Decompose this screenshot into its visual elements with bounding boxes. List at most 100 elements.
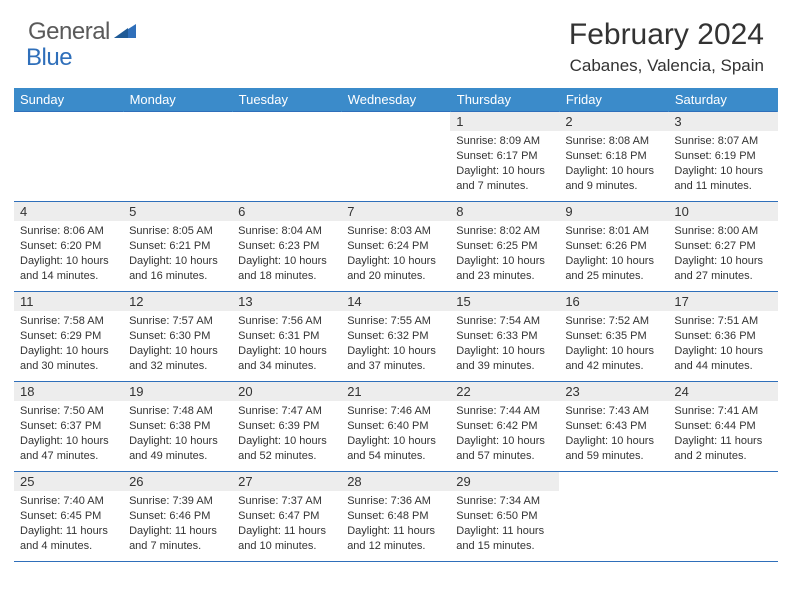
calendar-day-cell: 27Sunrise: 7:37 AMSunset: 6:47 PMDayligh… [232,472,341,562]
day-number: 25 [14,472,123,491]
location-subtitle: Cabanes, Valencia, Spain [569,56,764,76]
calendar-day-cell: 13Sunrise: 7:56 AMSunset: 6:31 PMDayligh… [232,292,341,382]
calendar-day-cell: 23Sunrise: 7:43 AMSunset: 6:43 PMDayligh… [559,382,668,472]
brand-word1: General [28,18,110,46]
day-number: 14 [341,292,450,311]
calendar-week-row: 25Sunrise: 7:40 AMSunset: 6:45 PMDayligh… [14,472,778,562]
day-details: Sunrise: 8:03 AMSunset: 6:24 PMDaylight:… [341,221,450,287]
day-number: 24 [668,382,777,401]
calendar-day-cell: 3Sunrise: 8:07 AMSunset: 6:19 PMDaylight… [668,112,777,202]
calendar-week-row: 11Sunrise: 7:58 AMSunset: 6:29 PMDayligh… [14,292,778,382]
calendar-day-cell: 1Sunrise: 8:09 AMSunset: 6:17 PMDaylight… [450,112,559,202]
calendar-day-cell: 5Sunrise: 8:05 AMSunset: 6:21 PMDaylight… [123,202,232,292]
day-details: Sunrise: 7:41 AMSunset: 6:44 PMDaylight:… [668,401,777,467]
day-number: 15 [450,292,559,311]
calendar-day-cell: 6Sunrise: 8:04 AMSunset: 6:23 PMDaylight… [232,202,341,292]
calendar-day-cell: 24Sunrise: 7:41 AMSunset: 6:44 PMDayligh… [668,382,777,472]
day-number: 2 [559,112,668,131]
brand-logo: General [28,18,138,46]
calendar-day-cell: 26Sunrise: 7:39 AMSunset: 6:46 PMDayligh… [123,472,232,562]
day-details: Sunrise: 7:39 AMSunset: 6:46 PMDaylight:… [123,491,232,557]
day-number: 8 [450,202,559,221]
calendar-day-cell [341,112,450,202]
day-details: Sunrise: 8:05 AMSunset: 6:21 PMDaylight:… [123,221,232,287]
day-number: 27 [232,472,341,491]
day-number: 21 [341,382,450,401]
day-details: Sunrise: 7:37 AMSunset: 6:47 PMDaylight:… [232,491,341,557]
weekday-header: Wednesday [341,88,450,112]
day-number: 18 [14,382,123,401]
calendar-day-cell: 20Sunrise: 7:47 AMSunset: 6:39 PMDayligh… [232,382,341,472]
brand-word2-wrap: Blue [28,44,72,72]
day-number: 19 [123,382,232,401]
day-details: Sunrise: 8:06 AMSunset: 6:20 PMDaylight:… [14,221,123,287]
calendar-day-cell: 4Sunrise: 8:06 AMSunset: 6:20 PMDaylight… [14,202,123,292]
calendar-day-cell: 10Sunrise: 8:00 AMSunset: 6:27 PMDayligh… [668,202,777,292]
calendar-week-row: 4Sunrise: 8:06 AMSunset: 6:20 PMDaylight… [14,202,778,292]
day-number: 3 [668,112,777,131]
day-details: Sunrise: 7:48 AMSunset: 6:38 PMDaylight:… [123,401,232,467]
month-title: February 2024 [569,18,764,52]
day-number: 10 [668,202,777,221]
weekday-header: Sunday [14,88,123,112]
calendar-day-cell: 28Sunrise: 7:36 AMSunset: 6:48 PMDayligh… [341,472,450,562]
day-details: Sunrise: 8:04 AMSunset: 6:23 PMDaylight:… [232,221,341,287]
day-details: Sunrise: 7:57 AMSunset: 6:30 PMDaylight:… [123,311,232,377]
calendar-day-cell: 25Sunrise: 7:40 AMSunset: 6:45 PMDayligh… [14,472,123,562]
day-details: Sunrise: 7:46 AMSunset: 6:40 PMDaylight:… [341,401,450,467]
calendar-day-cell: 19Sunrise: 7:48 AMSunset: 6:38 PMDayligh… [123,382,232,472]
calendar-day-cell [14,112,123,202]
calendar-day-cell: 14Sunrise: 7:55 AMSunset: 6:32 PMDayligh… [341,292,450,382]
calendar-day-cell: 7Sunrise: 8:03 AMSunset: 6:24 PMDaylight… [341,202,450,292]
day-details: Sunrise: 8:07 AMSunset: 6:19 PMDaylight:… [668,131,777,197]
day-details: Sunrise: 8:09 AMSunset: 6:17 PMDaylight:… [450,131,559,197]
day-details: Sunrise: 7:44 AMSunset: 6:42 PMDaylight:… [450,401,559,467]
calendar-day-cell: 8Sunrise: 8:02 AMSunset: 6:25 PMDaylight… [450,202,559,292]
day-details: Sunrise: 7:55 AMSunset: 6:32 PMDaylight:… [341,311,450,377]
calendar-day-cell: 15Sunrise: 7:54 AMSunset: 6:33 PMDayligh… [450,292,559,382]
day-number: 12 [123,292,232,311]
weekday-header: Tuesday [232,88,341,112]
calendar-day-cell [123,112,232,202]
calendar-day-cell: 18Sunrise: 7:50 AMSunset: 6:37 PMDayligh… [14,382,123,472]
day-details: Sunrise: 7:36 AMSunset: 6:48 PMDaylight:… [341,491,450,557]
weekday-header: Thursday [450,88,559,112]
day-details: Sunrise: 7:34 AMSunset: 6:50 PMDaylight:… [450,491,559,557]
day-number: 11 [14,292,123,311]
day-details: Sunrise: 8:00 AMSunset: 6:27 PMDaylight:… [668,221,777,287]
calendar-day-cell: 22Sunrise: 7:44 AMSunset: 6:42 PMDayligh… [450,382,559,472]
calendar-day-cell: 2Sunrise: 8:08 AMSunset: 6:18 PMDaylight… [559,112,668,202]
day-details: Sunrise: 7:47 AMSunset: 6:39 PMDaylight:… [232,401,341,467]
day-details: Sunrise: 7:51 AMSunset: 6:36 PMDaylight:… [668,311,777,377]
day-number: 28 [341,472,450,491]
day-number: 1 [450,112,559,131]
day-details: Sunrise: 7:54 AMSunset: 6:33 PMDaylight:… [450,311,559,377]
calendar-day-cell [668,472,777,562]
calendar-header-row: SundayMondayTuesdayWednesdayThursdayFrid… [14,88,778,112]
weekday-header: Monday [123,88,232,112]
day-number: 13 [232,292,341,311]
calendar-day-cell [559,472,668,562]
day-details: Sunrise: 7:40 AMSunset: 6:45 PMDaylight:… [14,491,123,557]
calendar-day-cell: 9Sunrise: 8:01 AMSunset: 6:26 PMDaylight… [559,202,668,292]
day-details: Sunrise: 7:50 AMSunset: 6:37 PMDaylight:… [14,401,123,467]
day-number: 29 [450,472,559,491]
calendar-day-cell [232,112,341,202]
title-block: February 2024 Cabanes, Valencia, Spain [569,18,764,76]
day-number: 4 [14,202,123,221]
day-number: 9 [559,202,668,221]
day-details: Sunrise: 8:02 AMSunset: 6:25 PMDaylight:… [450,221,559,287]
day-details: Sunrise: 8:01 AMSunset: 6:26 PMDaylight:… [559,221,668,287]
day-details: Sunrise: 7:58 AMSunset: 6:29 PMDaylight:… [14,311,123,377]
day-number: 26 [123,472,232,491]
day-details: Sunrise: 8:08 AMSunset: 6:18 PMDaylight:… [559,131,668,197]
calendar-body: 1Sunrise: 8:09 AMSunset: 6:17 PMDaylight… [14,112,778,562]
day-number: 22 [450,382,559,401]
calendar-day-cell: 12Sunrise: 7:57 AMSunset: 6:30 PMDayligh… [123,292,232,382]
day-number: 16 [559,292,668,311]
calendar-week-row: 1Sunrise: 8:09 AMSunset: 6:17 PMDaylight… [14,112,778,202]
calendar-day-cell: 16Sunrise: 7:52 AMSunset: 6:35 PMDayligh… [559,292,668,382]
brand-word2: Blue [26,44,72,71]
day-number: 7 [341,202,450,221]
day-details: Sunrise: 7:52 AMSunset: 6:35 PMDaylight:… [559,311,668,377]
